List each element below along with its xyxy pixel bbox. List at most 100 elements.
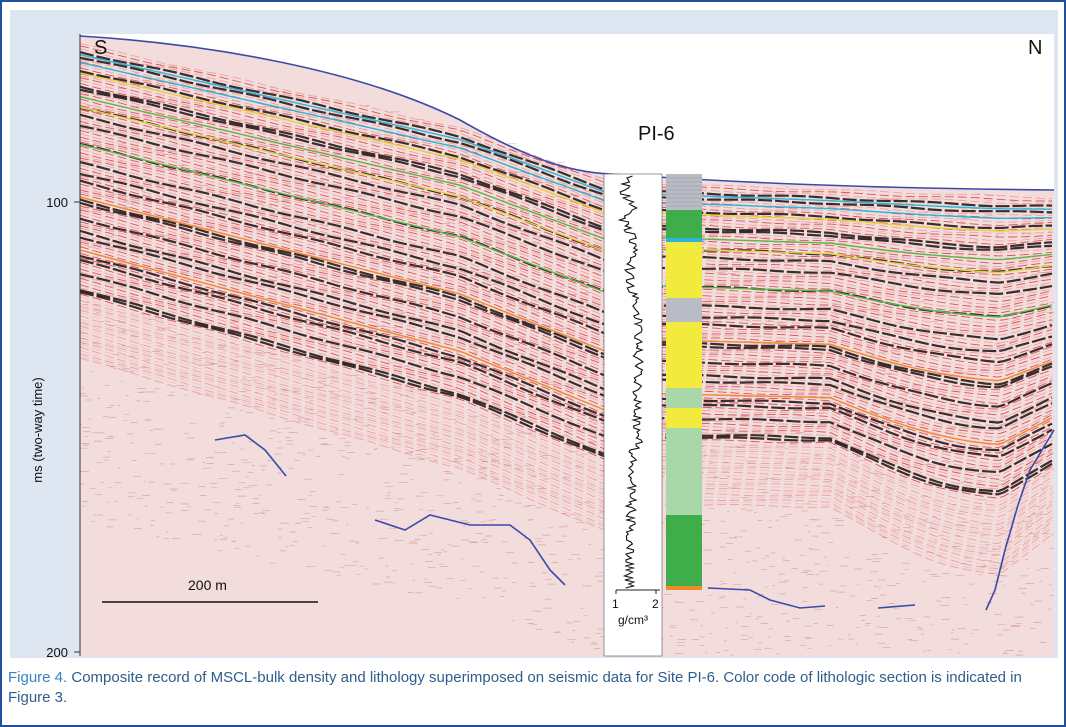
lithology-segment [666,388,702,408]
y-tick-label-100: 100 [46,195,68,210]
reflector-line [80,355,1053,572]
figure-caption: Figure 4. Composite record of MSCL-bulk … [8,668,1058,708]
reflector-line [80,343,1053,560]
reflector-line [80,268,1053,468]
reflector-line [80,339,1053,553]
reflector-line [80,51,1053,208]
deep-horizon-line [374,514,566,586]
lithology-segment [666,428,702,450]
reflector-line [80,305,1053,511]
reflector-line [80,341,1053,556]
lithology-segment [666,238,702,242]
horizon-cyan-upper [80,53,1052,210]
y-tick-label-200: 200 [46,645,68,658]
density-log-column [603,173,663,657]
reflector-line [80,303,1053,509]
reflector-line [80,67,1053,226]
reflector-line [80,325,1053,537]
reflector-line [80,198,1053,386]
reflector-line [80,318,1053,528]
horizon-yellow [80,72,1053,232]
reflector-line [80,299,1053,506]
reflector-line [80,155,1053,330]
reflector-line [80,346,1053,564]
interpreted-horizons [80,53,1053,445]
scale-bar-label: 200 m [188,577,227,593]
reflector-line [80,82,1053,245]
reflector-line [80,207,1053,393]
reflector-line [80,225,1053,416]
reflector-line [80,309,1053,518]
reflector-line [80,129,1053,302]
reflector-line [80,171,1053,350]
reflector-line [80,254,1053,452]
reflector-line [80,205,1053,391]
deep-horizon-right-2 [877,604,916,609]
lithology-segment [666,322,702,388]
reflector-line [80,241,1053,435]
reflector-line [80,145,1053,321]
reflector-line [80,48,1052,204]
reflector-line [80,271,1053,470]
reflector-line [80,56,1053,214]
reflector-line [80,273,1053,474]
reflector-line [80,275,1053,476]
reflector-line [80,201,1053,389]
reflector-line [80,117,1053,287]
reflector-line [80,246,1053,443]
figure-number: Figure 4. [8,669,68,686]
reflector-line [80,179,1053,364]
reflector-line [80,280,1053,484]
reflector-line [80,127,1053,299]
reflector-line [80,277,1053,480]
reflector-line [80,252,1053,449]
reflector-line [80,349,1053,567]
reflector-line [80,265,1053,465]
reflector-line [80,258,1053,458]
reflector-line [80,239,1053,432]
reflector-line [80,141,1053,314]
reflector-line [80,284,1053,487]
density-tick-label-1: 1 [612,597,619,611]
horizon-orange [80,196,1053,382]
y-axis-label: ms (two-way time) [30,377,45,482]
reflector-line [80,217,1053,408]
caption-text: Composite record of MSCL-bulk density an… [8,669,1022,706]
reflector-line [80,330,1053,545]
reflector-line [80,152,1053,328]
reflector-line [80,261,1053,461]
reflector-line [80,98,1053,265]
site-label: PI-6 [638,123,675,145]
reflector-line [80,321,1053,531]
reflector-line [80,233,1053,427]
reflector-line [80,123,1053,292]
horizon-green-lower [80,143,1053,318]
lithology-segment [666,408,702,428]
reflector-line [80,63,1053,223]
reflector-line [80,195,1053,382]
water-column [80,34,1054,190]
reflector-line [80,289,1053,493]
reflector-line [80,172,1053,353]
reflector-line [80,157,1053,333]
fault-line-right [985,429,1055,611]
reflector-line [80,113,1053,284]
reflector-line [80,236,1053,430]
fault-line-left [214,434,287,477]
reflector-line [80,223,1053,413]
reflector-line [80,109,1053,276]
reflector-line [80,70,1052,230]
reflector-line [80,323,1053,533]
reflector-line [80,164,1053,344]
sea-floor-line [79,35,1055,191]
lithology-segment [666,174,702,210]
reflector-line [80,211,1053,401]
density-unit-label: g/cm³ [618,613,648,627]
reflector-line [80,357,1053,575]
direction-label-north: N [1028,37,1042,59]
reflector-line [80,120,1053,289]
reflector-line [80,124,1053,296]
reflector-line [80,148,1053,325]
reflector-line [80,221,1053,410]
